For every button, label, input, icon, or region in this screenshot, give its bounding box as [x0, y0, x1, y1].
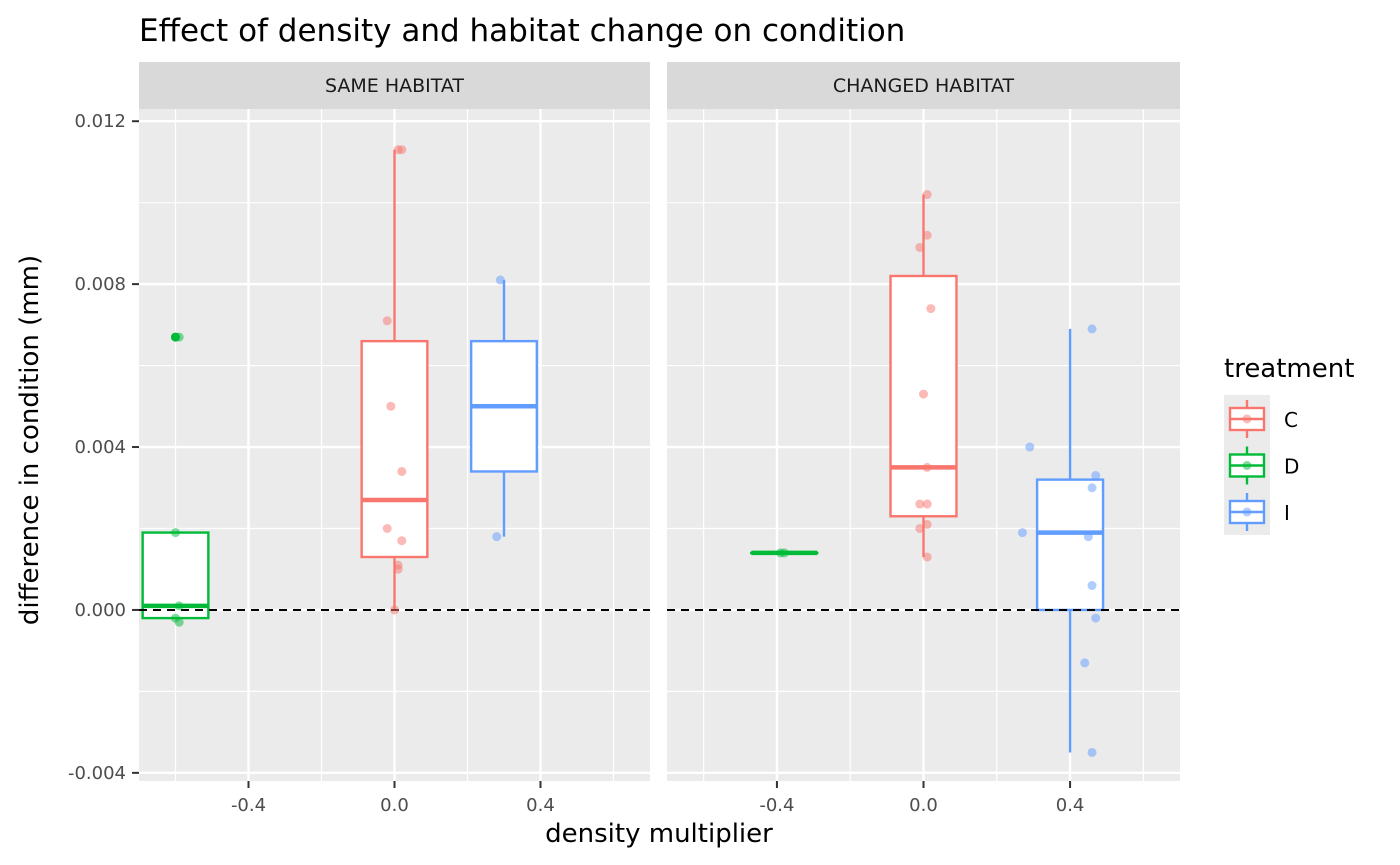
- x-tick-label: 0.4: [1056, 795, 1085, 816]
- data-point: [382, 316, 392, 326]
- data-point: [922, 190, 932, 200]
- y-tick-label: 0.012: [74, 111, 126, 132]
- data-point: [779, 548, 789, 558]
- box: [1035, 478, 1105, 612]
- data-point: [926, 304, 936, 314]
- legend-key-point: [1242, 461, 1252, 470]
- data-point: [171, 528, 180, 538]
- facet-panel: SAME HABITAT -0.4 0.0 0.4: [139, 62, 650, 816]
- facet-strip: [667, 62, 1180, 109]
- data-point: [922, 499, 932, 509]
- facet-strip-label: CHANGED HABITAT: [833, 75, 1015, 97]
- legend-entry-C: C: [1228, 400, 1298, 438]
- data-point: [915, 499, 925, 509]
- data-point: [390, 605, 399, 615]
- x-axis-title: density multiplier: [545, 819, 773, 849]
- facet-panel: CHANGED HABITAT -0.4 0.0 0.4: [667, 62, 1180, 816]
- chart-title: Effect of density and habitat change on …: [139, 13, 905, 49]
- data-point: [1087, 581, 1097, 591]
- data-point: [1087, 324, 1097, 334]
- y-tick-label: 0.000: [74, 600, 126, 621]
- data-point: [1091, 613, 1101, 623]
- facet-strip-label: SAME HABITAT: [325, 75, 464, 97]
- data-point: [922, 230, 932, 240]
- data-point: [1087, 483, 1097, 493]
- facet-panels: SAME HABITAT -0.4 0.0 0.4 CHANGED HABITAT -0.…: [139, 62, 1180, 816]
- data-point: [915, 523, 925, 533]
- y-tick-label: -0.004: [68, 763, 126, 784]
- boxplot-I: [469, 280, 539, 537]
- legend-label: C: [1284, 408, 1298, 432]
- data-point: [174, 332, 184, 342]
- x-tick-label: -0.4: [759, 795, 794, 816]
- data-point: [1025, 442, 1035, 452]
- data-point: [492, 532, 502, 542]
- boxplot-C: [360, 149, 429, 610]
- data-point: [495, 275, 505, 285]
- legend-entry-I: I: [1228, 493, 1290, 531]
- data-point: [1087, 747, 1097, 757]
- data-point: [915, 242, 925, 252]
- data-point: [1017, 528, 1027, 538]
- data-point: [397, 536, 407, 546]
- facet-strip: [139, 62, 650, 109]
- data-point: [174, 601, 184, 611]
- data-point: [382, 523, 392, 533]
- x-tick-label: 0.4: [526, 795, 555, 816]
- data-point: [922, 519, 932, 529]
- y-tick-label: 0.008: [74, 274, 126, 295]
- x-tick-label: -0.4: [231, 795, 266, 816]
- data-point: [919, 389, 928, 399]
- data-point: [397, 466, 407, 476]
- data-point: [922, 462, 932, 472]
- legend-title: treatment: [1224, 354, 1354, 384]
- legend-key-point: [1242, 507, 1252, 517]
- box: [360, 339, 429, 559]
- x-tick-label: 0.0: [380, 795, 409, 816]
- data-point: [393, 145, 403, 155]
- legend-key-point: [1242, 414, 1252, 424]
- data-point: [1083, 532, 1093, 542]
- legend-entry-D: D: [1228, 446, 1299, 485]
- legend-label: I: [1284, 501, 1290, 525]
- data-point: [1091, 471, 1101, 481]
- data-point: [393, 564, 403, 574]
- y-axis-title: difference in condition (mm): [15, 255, 45, 625]
- data-point: [1080, 658, 1090, 668]
- legend-label: D: [1284, 455, 1299, 479]
- legend: treatment CDI: [1224, 354, 1354, 535]
- y-axis: -0.004 0.000 0.004 0.008 0.012: [68, 111, 139, 784]
- data-point: [174, 617, 184, 627]
- x-tick-label: 0.0: [909, 795, 938, 816]
- data-point: [386, 401, 396, 411]
- data-point: [922, 552, 932, 562]
- y-tick-label: 0.004: [74, 437, 126, 458]
